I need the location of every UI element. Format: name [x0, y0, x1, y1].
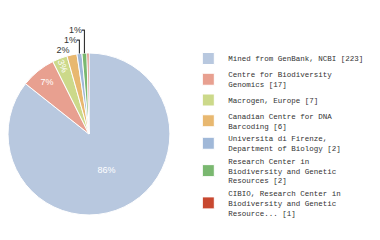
svg-text:86%: 86%	[98, 165, 116, 175]
svg-text:Mined from GenBank, NCBI [223]: Mined from GenBank, NCBI [223]	[228, 55, 363, 63]
svg-text:3%: 3%	[56, 58, 70, 74]
svg-text:CIBIO, Research Center inBiodi: CIBIO, Research Center inBiodiversity an…	[228, 190, 341, 218]
svg-text:Universita di Firenze,Departme: Universita di Firenze,Department of Biol…	[228, 135, 341, 153]
svg-text:1%: 1%	[64, 35, 77, 45]
svg-text:1%: 1%	[69, 25, 82, 35]
svg-text:7%: 7%	[41, 77, 54, 87]
svg-text:Macrogen, Europe [7]: Macrogen, Europe [7]	[228, 97, 318, 105]
svg-text:Centre for BiodiversityGenomic: Centre for BiodiversityGenomics [17]	[228, 71, 332, 89]
svg-text:Canadian Centre for DNABarcodi: Canadian Centre for DNABarcoding [6]	[228, 113, 332, 131]
svg-text:2%: 2%	[56, 45, 69, 55]
svg-text:Research Center inBiodiversity: Research Center inBiodiversity and Genet…	[228, 158, 336, 186]
